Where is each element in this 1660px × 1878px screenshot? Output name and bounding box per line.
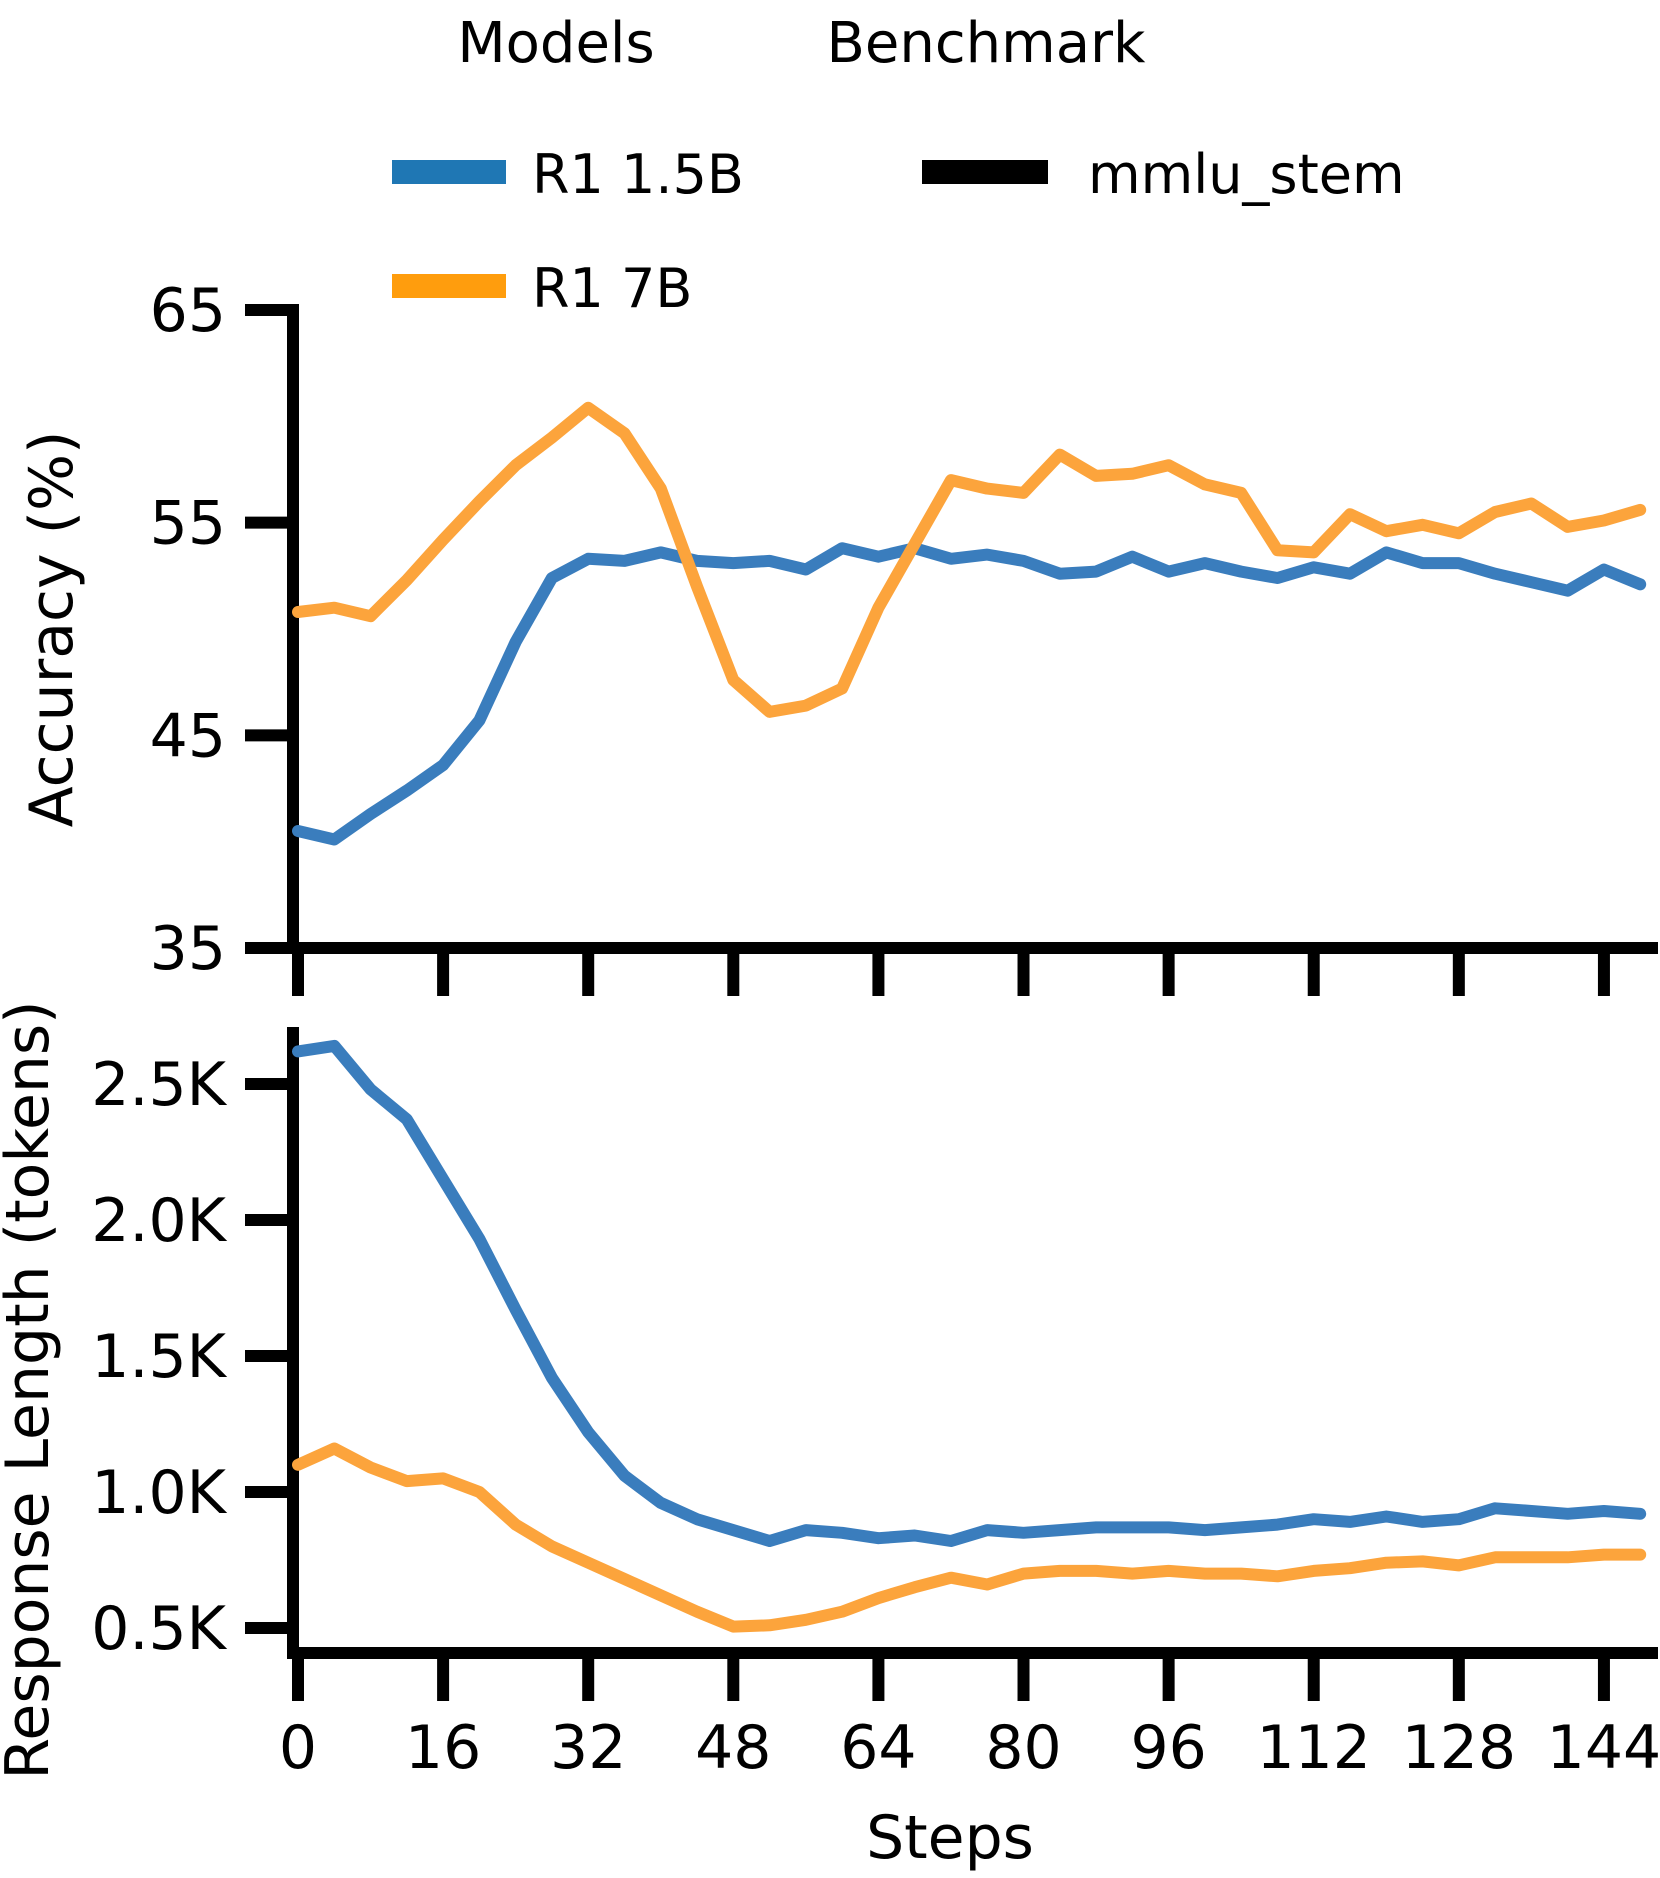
accuracy-x-ticks xyxy=(292,948,1610,996)
series-line-r1-1-5b xyxy=(292,542,1647,846)
response-length-series-lines xyxy=(292,1039,1647,1633)
legend: Models Benchmark R1 1.5B R1 7B mmlu_stem xyxy=(392,11,1405,320)
response-length-chart: 2.5K 2.0K 1.5K 1.0K 0.5K 0 16 32 48 64 80 96 112 128… xyxy=(0,1000,1660,1873)
series-line-r1-7b xyxy=(292,1442,1647,1633)
x-tick-label: 64 xyxy=(840,1713,916,1783)
accuracy-series-lines xyxy=(292,401,1647,846)
accuracy-y-ticks: 65 55 45 35 xyxy=(150,276,293,984)
y-tick-label: 0.5K xyxy=(91,1594,227,1664)
x-tick-label: 112 xyxy=(1256,1713,1371,1783)
y-tick-label: 35 xyxy=(150,914,226,984)
y-tick-label: 65 xyxy=(150,276,226,346)
x-tick-label: 128 xyxy=(1402,1713,1517,1783)
y-tick-label: 1.5K xyxy=(91,1322,227,1392)
legend-label-mmlu-stem: mmlu_stem xyxy=(1088,143,1405,206)
x-tick-label: 32 xyxy=(550,1713,626,1783)
response-length-y-ticks: 2.5K 2.0K 1.5K 1.0K 0.5K xyxy=(91,1050,293,1664)
x-tick-label: 80 xyxy=(985,1713,1061,1783)
y-tick-label: 55 xyxy=(150,489,226,559)
series-line-r1-7b xyxy=(292,401,1647,718)
series-line-r1-1-5b xyxy=(292,1039,1647,1547)
legend-title-models: Models xyxy=(457,11,654,76)
x-tick-label: 48 xyxy=(695,1713,771,1783)
x-tick-label: 16 xyxy=(405,1713,481,1783)
x-tick-label: 0 xyxy=(279,1713,317,1783)
accuracy-chart: 65 55 45 35 Accuracy (%) xyxy=(17,276,1658,996)
accuracy-y-axis-label: Accuracy (%) xyxy=(17,431,87,828)
x-tick-label: 144 xyxy=(1547,1713,1660,1783)
x-axis-label-steps: Steps xyxy=(866,1803,1034,1873)
x-tick-label: 96 xyxy=(1130,1713,1206,1783)
legend-label-r1-7b: R1 7B xyxy=(532,257,692,320)
response-length-y-axis-label: Response Length (tokens) xyxy=(0,1000,63,1779)
y-tick-label: 45 xyxy=(150,701,226,771)
y-tick-label: 2.5K xyxy=(91,1050,227,1120)
y-tick-label: 2.0K xyxy=(91,1186,227,1256)
response-length-x-ticks: 0 16 32 48 64 80 96 112 128 144 xyxy=(279,1653,1660,1783)
legend-label-r1-1-5b: R1 1.5B xyxy=(532,143,744,206)
legend-title-benchmark: Benchmark xyxy=(827,11,1147,76)
y-tick-label: 1.0K xyxy=(91,1458,227,1528)
